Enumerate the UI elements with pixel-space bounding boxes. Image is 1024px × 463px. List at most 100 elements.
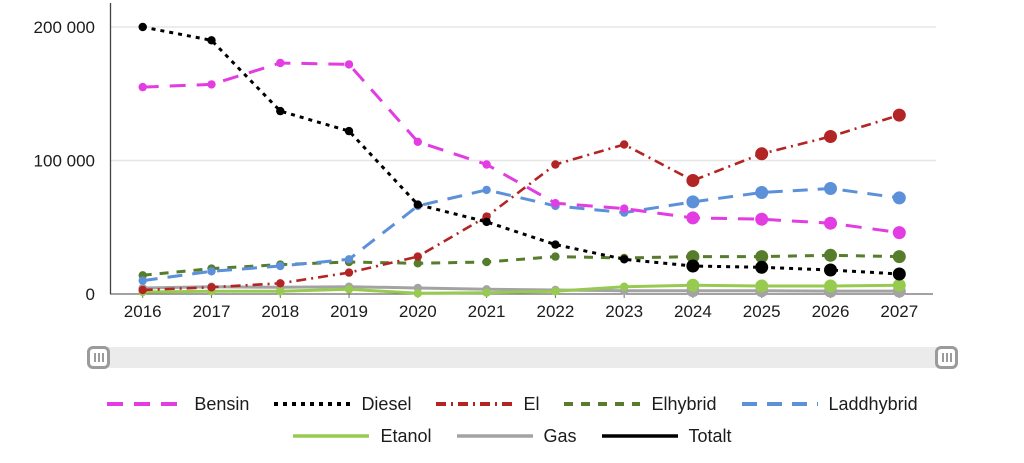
point-bensin-2025[interactable] — [755, 212, 769, 226]
legend-label-gas: Gas — [543, 425, 577, 446]
point-el-2024[interactable] — [686, 174, 700, 187]
point-elhybrid-2027[interactable] — [892, 250, 906, 264]
legend-item-diesel: Diesel — [273, 394, 411, 415]
series-points-el[interactable] — [138, 108, 906, 295]
legend-item-el: El — [435, 394, 539, 415]
legend-item-elhybrid: Elhybrid — [563, 394, 717, 415]
point-diesel-2020[interactable] — [413, 200, 422, 209]
point-etanol-2022[interactable] — [551, 287, 560, 296]
point-etanol-2020[interactable] — [413, 289, 422, 298]
point-bensin-2020[interactable] — [413, 137, 422, 146]
x-axis-label-2018: 2018 — [261, 302, 299, 321]
point-etanol-2026[interactable] — [824, 279, 837, 293]
point-etanol-2025[interactable] — [755, 279, 769, 293]
point-laddhybrid-2017[interactable] — [207, 267, 216, 276]
point-el-2020[interactable] — [413, 252, 422, 261]
legend-item-laddhybrid: Laddhybrid — [741, 394, 918, 415]
legend-label-el: El — [523, 393, 540, 414]
legend-label-bensin: Bensin — [194, 393, 250, 414]
point-bensin-2017[interactable] — [207, 80, 216, 89]
point-etanol-2023[interactable] — [620, 282, 629, 291]
range-filter-right-handle[interactable] — [935, 346, 958, 369]
legend-line-sample-gas — [456, 434, 533, 438]
y-axis-label-0: 0 — [86, 285, 95, 304]
legend-line-sample-etanol — [293, 434, 370, 438]
point-el-2027[interactable] — [892, 108, 906, 122]
series-line-etanol — [142, 283, 900, 295]
point-bensin-2016[interactable] — [138, 82, 147, 92]
legend-line-sample-el — [436, 402, 513, 406]
point-laddhybrid-2018[interactable] — [276, 261, 285, 271]
legend-line-sample-diesel — [274, 402, 351, 406]
point-laddhybrid-2027[interactable] — [892, 191, 906, 205]
point-etanol-2024[interactable] — [686, 278, 700, 292]
point-laddhybrid-2016[interactable] — [138, 276, 147, 285]
point-el-2022[interactable] — [551, 160, 560, 169]
point-diesel-2021[interactable] — [482, 217, 491, 227]
point-laddhybrid-2019[interactable] — [344, 255, 354, 264]
point-diesel-2024[interactable] — [686, 259, 700, 273]
point-bensin-2027[interactable] — [892, 226, 906, 240]
point-bensin-2024[interactable] — [686, 211, 700, 225]
x-axis-label-2026: 2026 — [812, 302, 850, 321]
legend-line-sample-bensin — [107, 402, 184, 406]
x-axis-label-2019: 2019 — [330, 302, 368, 321]
legend-label-laddhybrid: Laddhybrid — [828, 393, 918, 414]
point-bensin-2026[interactable] — [824, 216, 837, 230]
series-line-elhybrid — [142, 253, 900, 277]
x-axis-label-2022: 2022 — [536, 302, 574, 321]
point-diesel-2023[interactable] — [620, 255, 629, 264]
series-line-el — [142, 113, 900, 292]
range-filter-left-handle[interactable] — [87, 346, 110, 369]
grip-icon — [941, 353, 952, 362]
point-el-2026[interactable] — [824, 130, 837, 143]
point-el-2018[interactable] — [276, 279, 285, 288]
point-diesel-2027[interactable] — [892, 267, 906, 281]
point-diesel-2025[interactable] — [755, 260, 769, 274]
point-etanol-2019[interactable] — [344, 285, 354, 294]
point-etanol-2021[interactable] — [482, 288, 491, 297]
x-axis-label-2021: 2021 — [468, 302, 506, 321]
point-elhybrid-2024[interactable] — [686, 250, 700, 264]
legend-line-sample-laddhybrid — [741, 402, 818, 406]
legend-item-bensin: Bensin — [106, 394, 249, 415]
point-bensin-2021[interactable] — [482, 160, 491, 169]
legend-item-gas: Gas — [456, 426, 577, 447]
point-laddhybrid-2025[interactable] — [755, 186, 769, 199]
point-el-2016[interactable] — [138, 285, 147, 295]
point-diesel-2017[interactable] — [207, 36, 216, 45]
point-el-2017[interactable] — [207, 283, 216, 292]
chart-range-filter[interactable] — [87, 346, 958, 369]
series-points-bensin[interactable] — [138, 58, 906, 240]
point-laddhybrid-2024[interactable] — [686, 195, 700, 209]
point-el-2023[interactable] — [620, 140, 629, 149]
point-diesel-2022[interactable] — [551, 240, 560, 249]
point-elhybrid-2022[interactable] — [551, 252, 560, 261]
point-diesel-2018[interactable] — [276, 106, 285, 116]
point-laddhybrid-2026[interactable] — [824, 182, 837, 195]
point-elhybrid-2021[interactable] — [482, 257, 491, 267]
point-el-2019[interactable] — [344, 268, 354, 277]
point-diesel-2019[interactable] — [344, 126, 354, 136]
series-points-diesel[interactable] — [138, 22, 906, 281]
y-axis-label-200000: 200 000 — [34, 18, 95, 37]
point-diesel-2016[interactable] — [138, 22, 147, 32]
chart-legend: Bensin Diesel El Elhybrid Laddhybrid Etanol G… — [0, 392, 1024, 448]
point-el-2025[interactable] — [755, 147, 769, 161]
point-elhybrid-2020[interactable] — [413, 259, 422, 268]
point-etanol-2027[interactable] — [892, 278, 906, 292]
point-elhybrid-2025[interactable] — [755, 250, 769, 264]
point-laddhybrid-2021[interactable] — [482, 185, 491, 195]
point-bensin-2023[interactable] — [620, 204, 629, 213]
point-bensin-2022[interactable] — [551, 199, 560, 208]
point-diesel-2026[interactable] — [824, 263, 837, 277]
point-bensin-2019[interactable] — [344, 60, 354, 69]
point-elhybrid-2026[interactable] — [824, 248, 837, 262]
series-line-bensin — [142, 61, 900, 235]
series-line-diesel — [142, 25, 900, 276]
point-etanol-2018[interactable] — [276, 287, 285, 296]
series-points-elhybrid[interactable] — [138, 248, 906, 280]
point-bensin-2018[interactable] — [276, 58, 285, 68]
line-chart: 0 100 000 200 000 2016 2017 2018 2019 2020 2021 2… — [34, 3, 936, 321]
